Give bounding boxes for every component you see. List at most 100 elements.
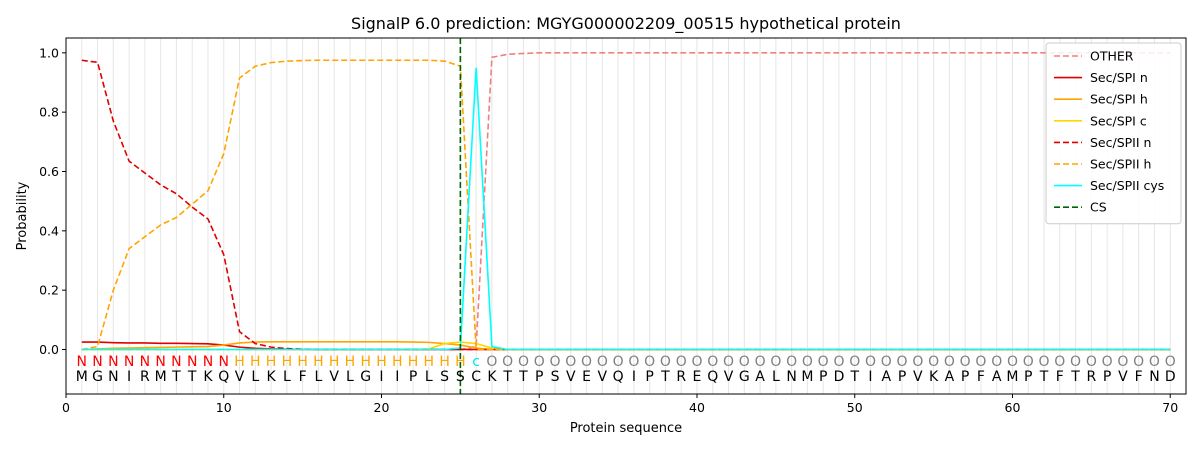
- region-label: O: [1070, 354, 1081, 370]
- region-label: O: [581, 354, 592, 370]
- residue-letter: S: [440, 369, 449, 385]
- region-label: N: [155, 354, 165, 370]
- region-label: O: [849, 354, 860, 370]
- region-label: O: [565, 354, 576, 370]
- residue-letter: A: [881, 369, 891, 385]
- residue-letter: G: [739, 369, 750, 385]
- x-tick-label: 70: [1162, 400, 1178, 415]
- y-tick-label: 0.6: [39, 164, 59, 179]
- region-label: N: [124, 354, 134, 370]
- region-label: O: [960, 354, 971, 370]
- region-label: O: [865, 354, 876, 370]
- residue-letter: I: [632, 369, 636, 385]
- legend-label: Sec/SPII n: [1090, 135, 1151, 150]
- region-label: N: [187, 354, 197, 370]
- region-label: N: [203, 354, 213, 370]
- sequence-annotations: NMNGNNNINRNMNTNTNKNQHVHLHKHLHFHLHVHLHGHI…: [76, 354, 1176, 385]
- residue-letter: T: [518, 369, 528, 385]
- residue-letter: P: [898, 369, 906, 385]
- residue-letter: K: [487, 369, 497, 385]
- residue-letter: P: [645, 369, 653, 385]
- region-label: H: [455, 354, 466, 370]
- residue-letter: V: [1118, 369, 1128, 385]
- residue-letter: V: [235, 369, 245, 385]
- region-label: O: [818, 354, 829, 370]
- residue-letter: S: [456, 369, 465, 385]
- residue-letter: F: [1056, 369, 1064, 385]
- region-label: c: [472, 354, 480, 370]
- legend: OTHER Sec/SPI n Sec/SPI h Sec/SPI c Sec/SPII…: [1045, 42, 1182, 225]
- residue-letter: F: [977, 369, 985, 385]
- region-label: H: [234, 354, 245, 370]
- residue-letter: L: [346, 369, 354, 385]
- region-label: N: [171, 354, 181, 370]
- residue-letter: P: [1103, 369, 1111, 385]
- region-label: H: [266, 354, 277, 370]
- region-label: O: [912, 354, 923, 370]
- residue-letter: V: [913, 369, 923, 385]
- region-label: O: [691, 354, 702, 370]
- region-label: H: [345, 354, 356, 370]
- residue-letter: L: [425, 369, 433, 385]
- region-label: O: [518, 354, 529, 370]
- residue-letter: P: [409, 369, 417, 385]
- residue-letter: M: [76, 369, 88, 385]
- chart-title: SignalP 6.0 prediction: MGYG000002209_00…: [351, 14, 901, 34]
- region-label: O: [755, 354, 766, 370]
- region-label: O: [707, 354, 718, 370]
- residue-letter: L: [314, 369, 322, 385]
- region-label: H: [297, 354, 308, 370]
- vertical-grid: [81, 38, 1171, 394]
- axes: 0 10 20 30 40 50 60 70 0.0 0.2 0.4 0.6 0.8 1.0: [39, 37, 1187, 415]
- y-tick-label: 0.0: [39, 342, 59, 357]
- residue-letter: V: [598, 369, 608, 385]
- y-tick-label: 1.0: [39, 45, 59, 60]
- legend-label: Sec/SPII h: [1090, 157, 1151, 172]
- region-label: O: [1165, 354, 1176, 370]
- region-label: H: [282, 354, 293, 370]
- residue-letter: A: [992, 369, 1002, 385]
- residue-letter: P: [819, 369, 827, 385]
- residue-letter: T: [1039, 369, 1049, 385]
- region-label: N: [219, 354, 229, 370]
- legend-label: OTHER: [1090, 49, 1134, 64]
- region-label: O: [944, 354, 955, 370]
- region-label: O: [597, 354, 608, 370]
- region-label: O: [534, 354, 545, 370]
- x-tick-label: 50: [847, 400, 863, 415]
- residue-letter: V: [724, 369, 734, 385]
- residue-letter: Q: [707, 369, 718, 385]
- residue-letter: N: [108, 369, 118, 385]
- legend-box: [1045, 42, 1182, 225]
- residue-letter: K: [203, 369, 213, 385]
- region-label: O: [486, 354, 497, 370]
- x-tick-label: 10: [216, 400, 232, 415]
- residue-letter: T: [171, 369, 181, 385]
- residue-letter: G: [360, 369, 371, 385]
- residue-letter: C: [471, 369, 481, 385]
- residue-letter: I: [379, 369, 383, 385]
- y-tick-label: 0.4: [39, 223, 59, 238]
- x-tick-label: 30: [531, 400, 547, 415]
- region-label: O: [897, 354, 908, 370]
- residue-letter: Q: [218, 369, 229, 385]
- region-label: O: [613, 354, 624, 370]
- plot-frame: [65, 37, 1187, 395]
- residue-letter: R: [676, 369, 686, 385]
- residue-letter: R: [140, 369, 150, 385]
- residue-letter: L: [251, 369, 259, 385]
- region-label: H: [360, 354, 371, 370]
- region-label: H: [376, 354, 387, 370]
- series-layer: [81, 38, 1171, 394]
- region-label: O: [644, 354, 655, 370]
- legend-label: Sec/SPI c: [1090, 113, 1147, 128]
- region-label: H: [439, 354, 450, 370]
- x-tick-label: 0: [62, 400, 70, 415]
- region-label: O: [975, 354, 986, 370]
- residue-letter: T: [849, 369, 859, 385]
- region-label: N: [108, 354, 118, 370]
- residue-letter: D: [834, 369, 845, 385]
- residue-letter: M: [801, 369, 813, 385]
- region-label: O: [660, 354, 671, 370]
